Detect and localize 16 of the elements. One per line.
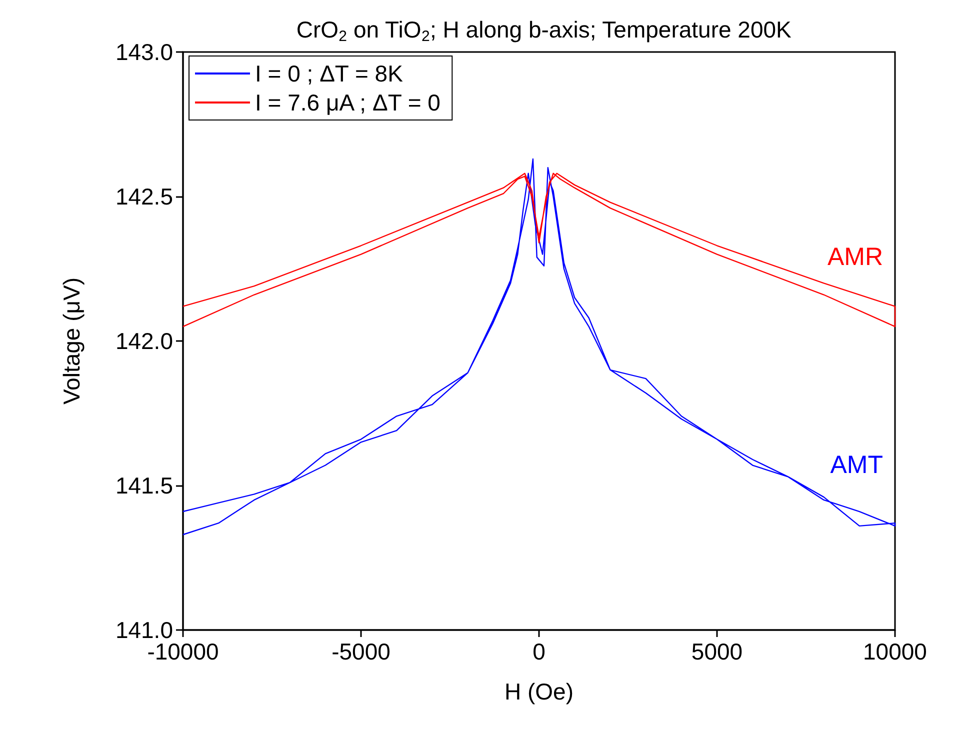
y-tick-label: 141.5 xyxy=(115,472,173,498)
y-tick-label: 142.5 xyxy=(115,184,173,210)
y-tick-label: 143.0 xyxy=(115,39,173,65)
annotation: AMT xyxy=(830,451,884,480)
x-tick-label: -5000 xyxy=(332,638,390,664)
x-tick-label: 5000 xyxy=(691,638,743,664)
annotation: AMR xyxy=(827,243,884,272)
legend-label: I = 0 ; ΔT = 8K xyxy=(255,60,404,86)
x-tick-label: 0 xyxy=(532,638,546,664)
x-tick-label: 10000 xyxy=(863,638,927,664)
x-axis-title: H (Oe) xyxy=(504,678,574,704)
line-series xyxy=(182,172,896,328)
y-tick-label: 142.0 xyxy=(115,328,173,354)
line-series xyxy=(182,158,896,536)
legend-label: I = 7.6 μA ; ΔT = 0 xyxy=(255,90,440,116)
y-axis-title: Voltage (μV) xyxy=(58,277,84,405)
